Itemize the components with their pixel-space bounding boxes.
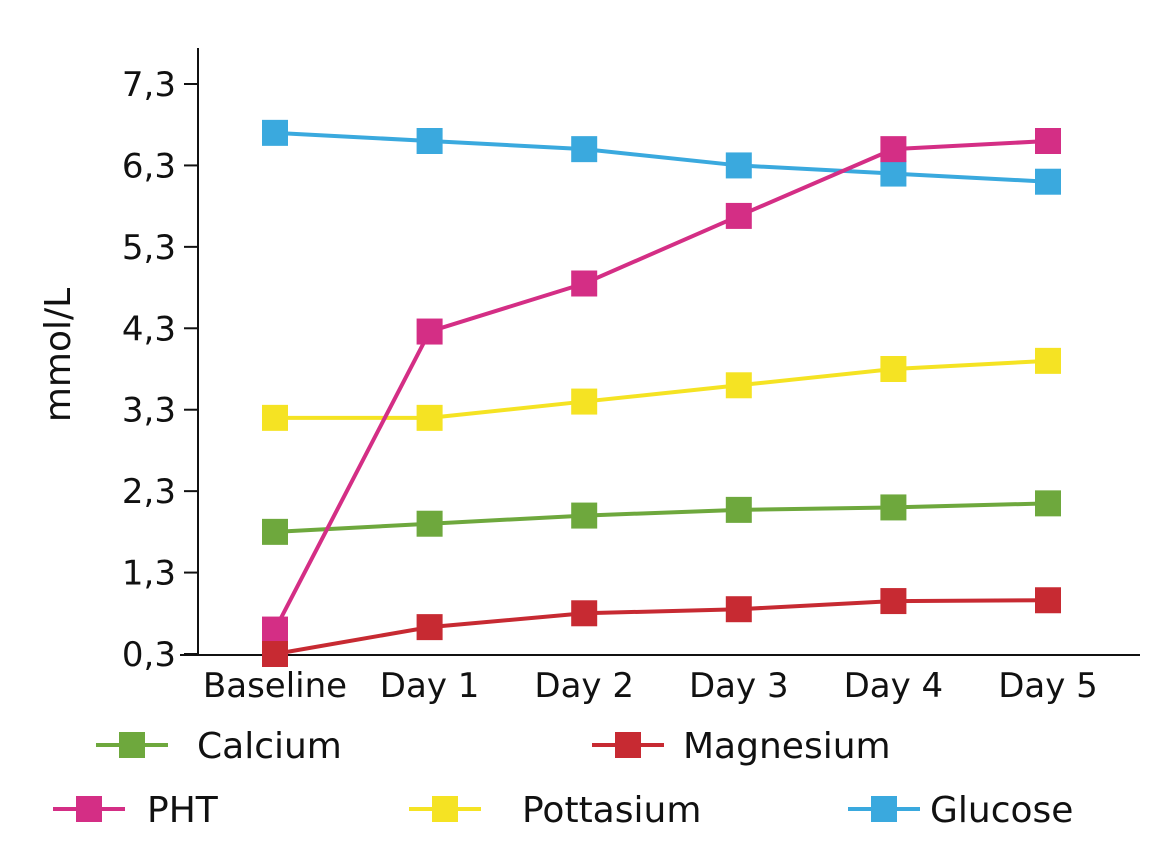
legend-label: PHT <box>147 790 219 831</box>
data-point-pottasium <box>262 404 288 431</box>
series-line-pht <box>273 139 1049 631</box>
data-point-pottasium <box>880 356 907 382</box>
data-point-pottasium <box>416 404 443 431</box>
x-tick-label: Baseline <box>203 666 347 706</box>
data-point-glucose <box>416 128 443 154</box>
data-point-calcium <box>1035 490 1061 517</box>
legend-marker-pottasium <box>432 796 458 822</box>
legend-label: Calcium <box>197 726 342 767</box>
legend-item-magnesium: Magnesium <box>592 726 891 767</box>
series-lines <box>273 130 1049 656</box>
data-point-pht <box>880 136 907 163</box>
legend-item-pht: PHT <box>53 790 219 831</box>
data-point-magnesium <box>1035 587 1061 614</box>
data-point-pht <box>725 202 752 229</box>
legend-item-calcium: Calcium <box>96 726 342 767</box>
axes <box>180 48 1140 656</box>
x-tick-label: Day 1 <box>380 666 480 706</box>
x-tick-label: Day 2 <box>534 666 634 706</box>
y-tick-label: 7,3 <box>122 65 176 105</box>
data-point-pht <box>416 318 443 345</box>
legend-label: Pottasium <box>522 790 701 831</box>
y-tick-label: 0,3 <box>122 635 176 675</box>
series-line-glucose <box>274 130 1049 184</box>
y-tick-label: 1,3 <box>122 554 176 594</box>
data-point-calcium <box>262 518 288 545</box>
data-point-calcium <box>416 510 443 537</box>
data-point-magnesium <box>571 600 598 627</box>
y-tick-label: 3,3 <box>122 391 176 431</box>
y-ticks: 7,3 6,3 5,3 4,3 3,3 2,3 1,3 0,3 <box>122 65 198 675</box>
x-tick-label: Day 4 <box>844 666 944 706</box>
y-tick-label: 4,3 <box>122 309 176 349</box>
legend-item-pottasium: Pottasium <box>409 790 701 831</box>
data-point-magnesium <box>262 641 288 667</box>
data-point-magnesium <box>880 588 907 615</box>
data-point-pottasium <box>571 388 598 415</box>
data-point-glucose <box>880 160 907 187</box>
legend-marker-pht <box>76 796 102 822</box>
x-tick-label: Day 3 <box>689 666 789 706</box>
data-point-calcium <box>571 502 598 529</box>
data-point-pht <box>262 616 288 643</box>
data-point-pht <box>571 270 598 297</box>
y-tick-label: 5,3 <box>122 228 176 268</box>
series-line-magnesium <box>274 598 1049 656</box>
data-point-magnesium <box>416 614 443 641</box>
data-point-glucose <box>725 152 752 179</box>
y-tick-label: 2,3 <box>122 472 176 512</box>
y-tick-label: 6,3 <box>122 146 176 186</box>
legend-label: Glucose <box>930 790 1073 831</box>
series-markers <box>262 119 1061 667</box>
legend-item-glucose: Glucose <box>848 790 1073 831</box>
data-point-calcium <box>880 494 907 521</box>
legend-label: Magnesium <box>683 726 891 767</box>
data-point-pottasium <box>725 372 752 399</box>
data-point-glucose <box>262 119 288 146</box>
data-point-pht <box>1035 128 1061 154</box>
legend-marker-calcium <box>119 732 145 758</box>
series-line-pottasium <box>275 358 1049 420</box>
x-tick-label: Day 5 <box>998 666 1098 706</box>
data-point-calcium <box>725 496 752 523</box>
data-point-glucose <box>571 136 598 163</box>
y-axis-title: mmol/L <box>38 288 79 422</box>
series-line-calcium <box>274 501 1049 534</box>
legend-marker-glucose <box>871 796 897 822</box>
x-ticks: Baseline Day 1 Day 2 Day 3 Day 4 Day 5 <box>203 666 1098 706</box>
legend-marker-magnesium <box>615 732 641 758</box>
data-point-pottasium <box>1035 347 1061 374</box>
data-point-magnesium <box>725 596 752 623</box>
data-point-glucose <box>1035 168 1061 195</box>
legend: Calcium Magnesium PHT Pottasium Glucose <box>53 726 1073 831</box>
